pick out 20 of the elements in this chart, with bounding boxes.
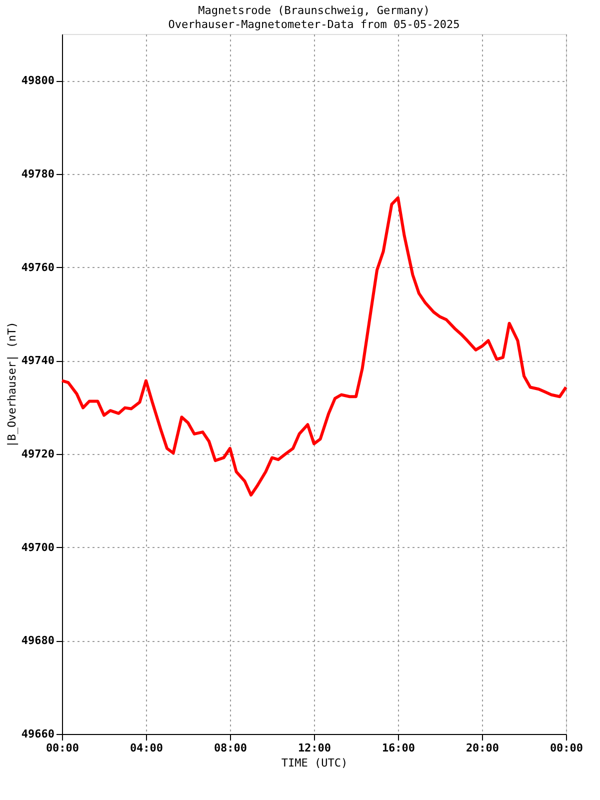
line-series [60,196,568,497]
x-tick-label: 08:00 [214,742,248,754]
y-tick-label: 49780 [21,168,54,180]
x-tick-label: 12:00 [298,742,332,754]
y-tick-label: 49720 [21,448,54,460]
x-axis-title: TIME (UTC) [281,756,348,770]
y-tick-label: 49740 [21,354,54,368]
y-tick-label: 49700 [21,540,54,554]
x-tick-label: 16:00 [382,742,416,754]
y-tick-label: 49760 [21,260,54,274]
chart-subtitle: Overhauser-Magnetometer-Data from 05-05-2025 [168,18,460,31]
x-tick-label: 04:00 [130,742,164,754]
x-tick-label: 00:00 [46,742,80,754]
y-tick-label: 49680 [21,634,54,648]
x-tick-label: 00:00 [550,742,584,754]
y-tick-label: 49800 [21,74,54,88]
y-tick-label: 49660 [21,728,54,740]
chart-title: Magnetsrode (Braunschweig, Germany) [198,4,430,17]
y-axis-title: |B_Overhauser| (nT) [5,322,18,448]
x-tick-label: 20:00 [466,742,500,754]
